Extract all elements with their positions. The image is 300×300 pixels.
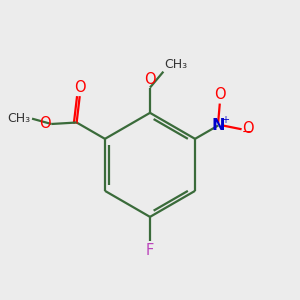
- Text: O: O: [39, 116, 51, 131]
- Text: CH₃: CH₃: [8, 112, 31, 124]
- Text: O: O: [214, 87, 226, 102]
- Text: O: O: [74, 80, 86, 95]
- Text: O: O: [145, 72, 156, 87]
- Text: +: +: [221, 115, 229, 125]
- Text: O: O: [243, 121, 254, 136]
- Text: F: F: [146, 243, 154, 258]
- Text: −: −: [242, 126, 253, 139]
- Text: N: N: [212, 118, 225, 133]
- Text: CH₃: CH₃: [164, 58, 188, 71]
